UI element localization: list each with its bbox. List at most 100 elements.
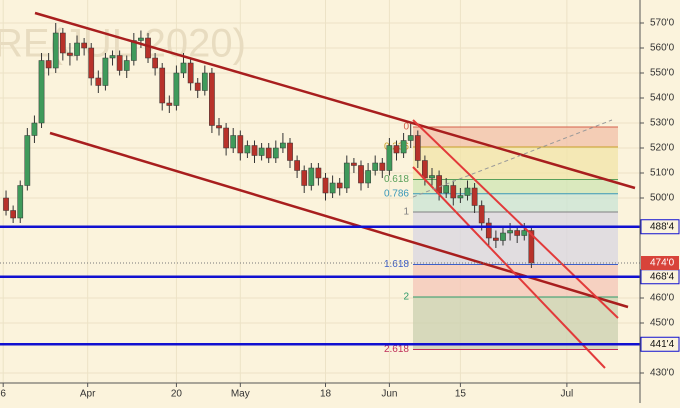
y-tick-label: 430'0: [650, 368, 675, 379]
candle-body: [38, 60, 45, 124]
candle-body: [507, 230, 513, 234]
candle-body: [59, 32, 66, 54]
fib-band: [413, 179, 618, 194]
candle-body: [31, 122, 38, 136]
candle-body: [81, 42, 87, 49]
channel-line: [412, 119, 619, 319]
candle-body: [308, 167, 315, 186]
candle-body: [251, 145, 258, 156]
candle-body: [315, 167, 322, 179]
x-tick-label: Apr: [80, 389, 96, 400]
candle-body: [201, 72, 208, 91]
fib-band: [413, 212, 618, 265]
candle-body: [123, 60, 130, 71]
candle-body: [17, 185, 24, 219]
candle-body: [166, 102, 173, 106]
candle-body: [329, 182, 336, 194]
candle-body: [258, 147, 265, 156]
candle-body: [159, 67, 166, 104]
fib-label: 0.618: [384, 174, 409, 185]
candle-body: [407, 135, 414, 141]
y-tick-label: 520'0: [650, 143, 675, 154]
y-tick-label: 560'0: [650, 43, 675, 54]
candle-body: [209, 72, 215, 126]
trend-line: [34, 11, 636, 190]
watermark: RE(JUL 2020): [0, 22, 246, 66]
candle-body: [514, 230, 521, 236]
x-tick-label: Jun: [381, 389, 397, 400]
fib-label: 1: [403, 207, 409, 218]
fib-band: [413, 297, 618, 350]
y-tick-label: 500'0: [650, 193, 675, 204]
channel-line: [412, 166, 606, 369]
candle-body: [443, 185, 450, 194]
axis-labels: 430'0 450'0 460'0 500'0 510'0 520'0 530'0 540'0…: [0, 18, 674, 400]
candle-body: [180, 62, 187, 74]
last-price-label: 474'0: [650, 258, 675, 269]
last-price-box: [641, 256, 679, 270]
y-tick-label: 510'0: [650, 168, 675, 179]
candle-body: [24, 135, 31, 186]
candle-body: [67, 52, 73, 56]
fib-band: [413, 127, 618, 148]
candle-body: [471, 187, 478, 206]
candle-body: [464, 187, 471, 196]
candle-body: [130, 40, 137, 61]
y-tick-label: 570'0: [650, 18, 675, 29]
candle-body: [436, 175, 442, 194]
price-label: 488'4: [650, 221, 675, 232]
fib-label: 0.786: [384, 188, 409, 199]
candle-body: [116, 55, 123, 71]
fib-band: [413, 264, 618, 297]
candle-body: [145, 37, 151, 59]
candle-body: [223, 127, 229, 149]
candle-body: [393, 145, 400, 154]
candle-body: [265, 147, 272, 159]
price-label-box: [640, 219, 680, 235]
candle-body: [3, 197, 9, 211]
candle-body: [322, 177, 329, 194]
x-tick-label: 15: [455, 389, 467, 400]
x-tick-label: 18: [320, 389, 332, 400]
y-tick-label: 460'0: [650, 293, 675, 304]
candle-body: [478, 205, 485, 224]
candle-body: [500, 232, 506, 241]
candle-body: [152, 57, 158, 69]
candle-body: [280, 142, 286, 149]
candle-body: [272, 147, 279, 159]
price-label: 468'4: [650, 271, 675, 282]
candle-body: [386, 145, 393, 171]
candle-body: [244, 145, 251, 154]
candle-body: [372, 162, 379, 171]
candle-body: [216, 125, 222, 129]
x-tick-label: May: [231, 389, 250, 400]
candles: [3, 23, 535, 268]
candle-body: [358, 165, 364, 184]
candle-body: [194, 82, 201, 91]
candle-body: [343, 162, 350, 189]
candle-body: [301, 170, 308, 186]
candle-body: [237, 135, 244, 154]
candle-body: [351, 162, 357, 166]
candle-body: [294, 160, 300, 171]
candle-body: [493, 237, 499, 241]
price-label: 441'4: [650, 339, 675, 350]
candle-body: [230, 135, 237, 149]
fib-label: 1.618: [384, 259, 409, 270]
candle-body: [10, 210, 16, 219]
price-label-box: [640, 336, 680, 352]
fib-trend: [412, 119, 613, 198]
candle-body: [379, 162, 386, 171]
candle-body: [187, 62, 194, 84]
candle-body: [521, 230, 528, 236]
y-tick-label: 550'0: [650, 68, 675, 79]
candle-body: [457, 195, 464, 199]
candle-body: [102, 57, 109, 86]
candle-body: [109, 55, 116, 59]
candle-body: [422, 160, 428, 179]
candle-body: [88, 47, 95, 79]
candle-body: [287, 142, 293, 161]
y-tick-label: 530'0: [650, 118, 675, 129]
candle-body: [52, 32, 59, 69]
